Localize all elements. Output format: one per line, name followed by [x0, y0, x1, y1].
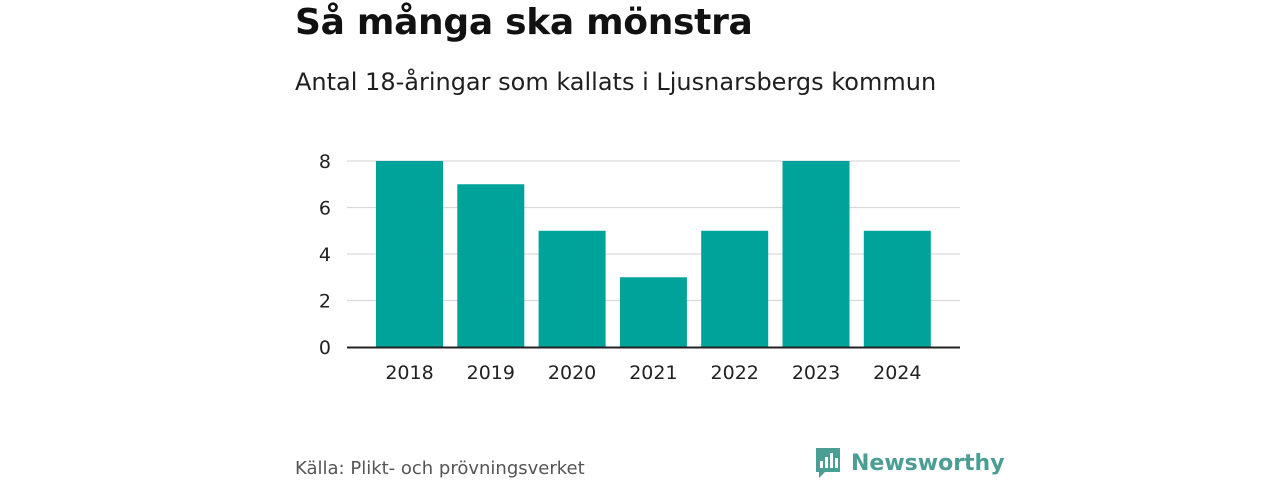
x-tick-label: 2018 — [385, 362, 433, 384]
bar-2022 — [701, 230, 769, 347]
x-tick-label: 2020 — [548, 362, 596, 384]
tick-labels: 0 2 4 6 8 2018 2019 2020 2021 2022 2023 2024 — [319, 151, 922, 384]
x-tick-label: 2023 — [792, 362, 840, 384]
y-tick-label: 2 — [319, 291, 331, 313]
x-tick-label: 2022 — [711, 362, 759, 384]
bar-2021 — [619, 277, 687, 347]
x-tick-label: 2024 — [873, 362, 921, 384]
bar-2020 — [538, 230, 606, 347]
brand-name: Newsworthy — [851, 450, 1005, 476]
y-tick-label: 4 — [319, 244, 331, 266]
x-tick-label: 2019 — [467, 362, 515, 384]
chart-title: Så många ska mönstra — [295, 2, 753, 43]
y-tick-label: 0 — [319, 337, 331, 359]
bars — [376, 161, 931, 347]
bar-chart: 0 2 4 6 8 2018 2019 2020 2021 2022 2023 2024 — [319, 151, 960, 384]
bar-2019 — [457, 184, 525, 347]
brand-logo[interactable]: Newsworthy — [814, 446, 1005, 480]
source-note: Källa: Plikt- och prövningsverket — [295, 458, 585, 479]
x-tick-label: 2021 — [629, 362, 677, 384]
bar-2023 — [782, 161, 850, 347]
newsworthy-logo-icon — [816, 448, 840, 478]
bar-2018 — [376, 161, 443, 347]
y-tick-label: 6 — [319, 198, 331, 220]
bar-2024 — [863, 230, 931, 347]
chart-subtitle: Antal 18-åringar som kallats i Ljusnarsb… — [295, 68, 937, 96]
y-tick-label: 8 — [319, 151, 331, 173]
